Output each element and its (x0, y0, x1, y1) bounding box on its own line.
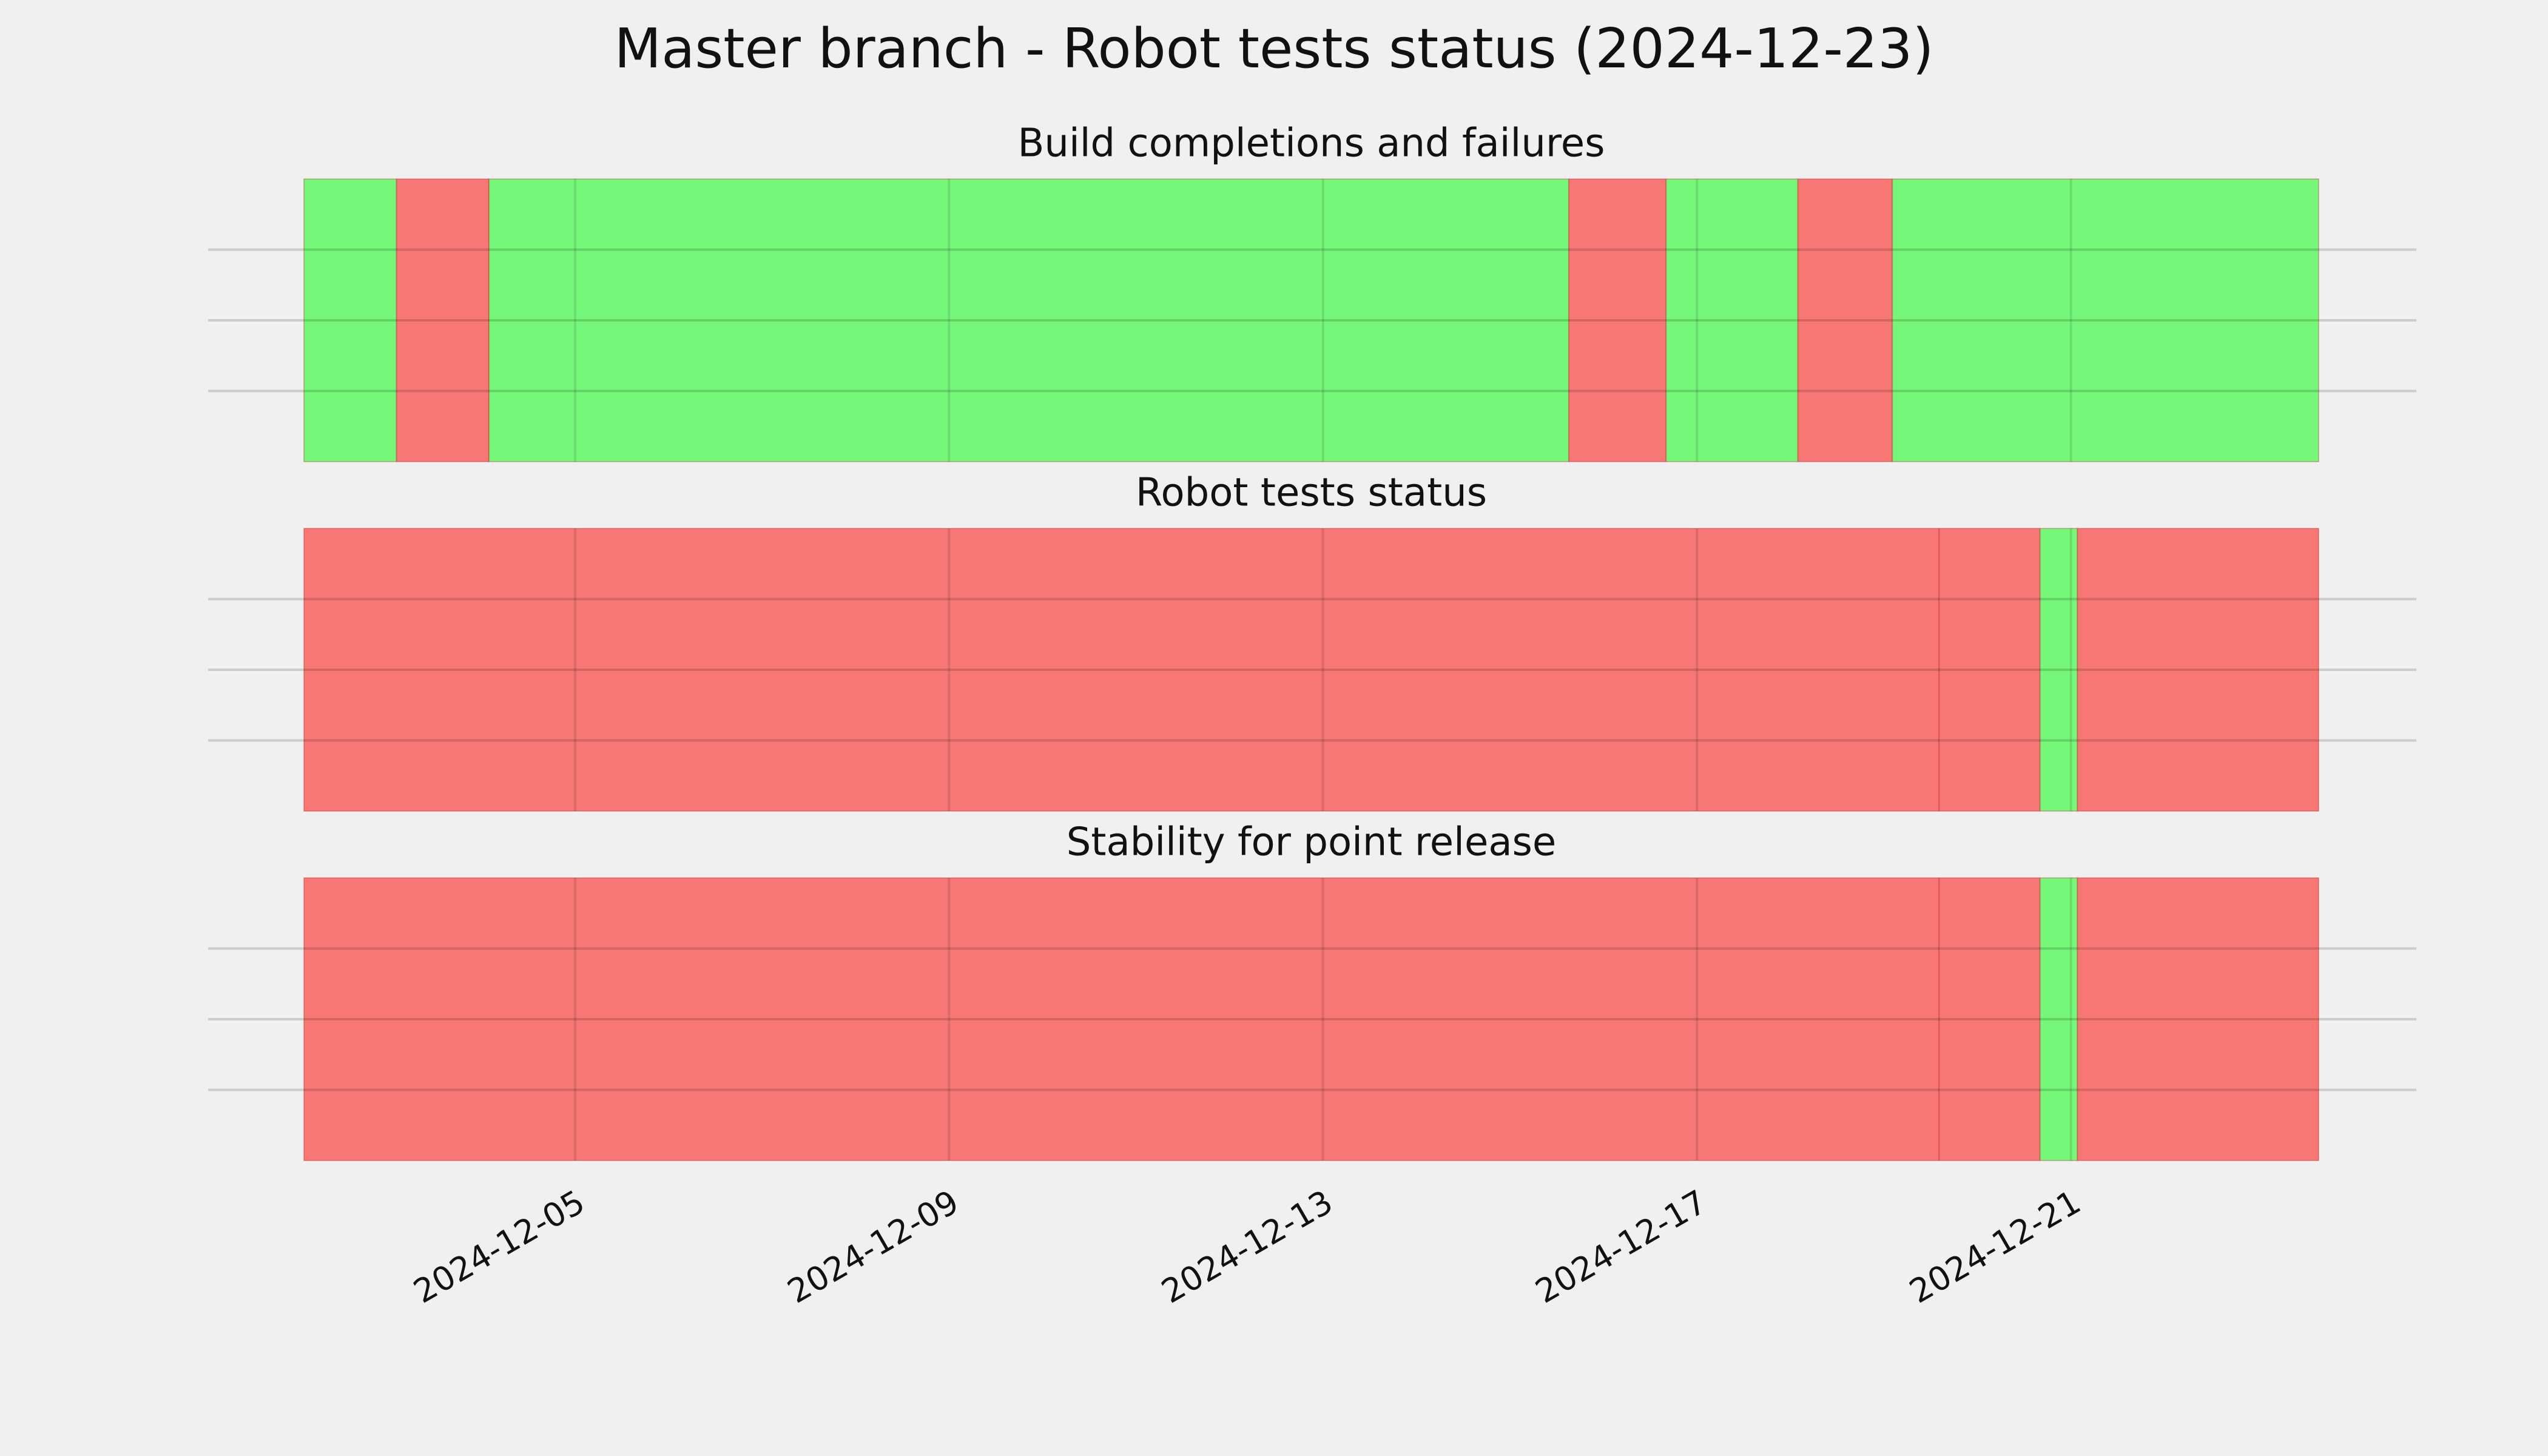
span (2077, 877, 2319, 1161)
span (396, 178, 490, 462)
span (2039, 877, 2078, 1161)
chart-title: Master branch - Robot tests status (2024… (615, 17, 1934, 81)
span (1938, 528, 2041, 812)
span (1892, 178, 2320, 462)
span (2039, 528, 2078, 812)
panel-title: Build completions and failures (1018, 121, 1605, 166)
panel-title: Robot tests status (1136, 471, 1487, 516)
span (2077, 528, 2319, 812)
span (1665, 178, 1799, 462)
span (488, 178, 1570, 462)
span (1797, 178, 1893, 462)
span (1568, 178, 1667, 462)
panel-title: Stability for point release (1067, 820, 1557, 865)
span (303, 178, 397, 462)
